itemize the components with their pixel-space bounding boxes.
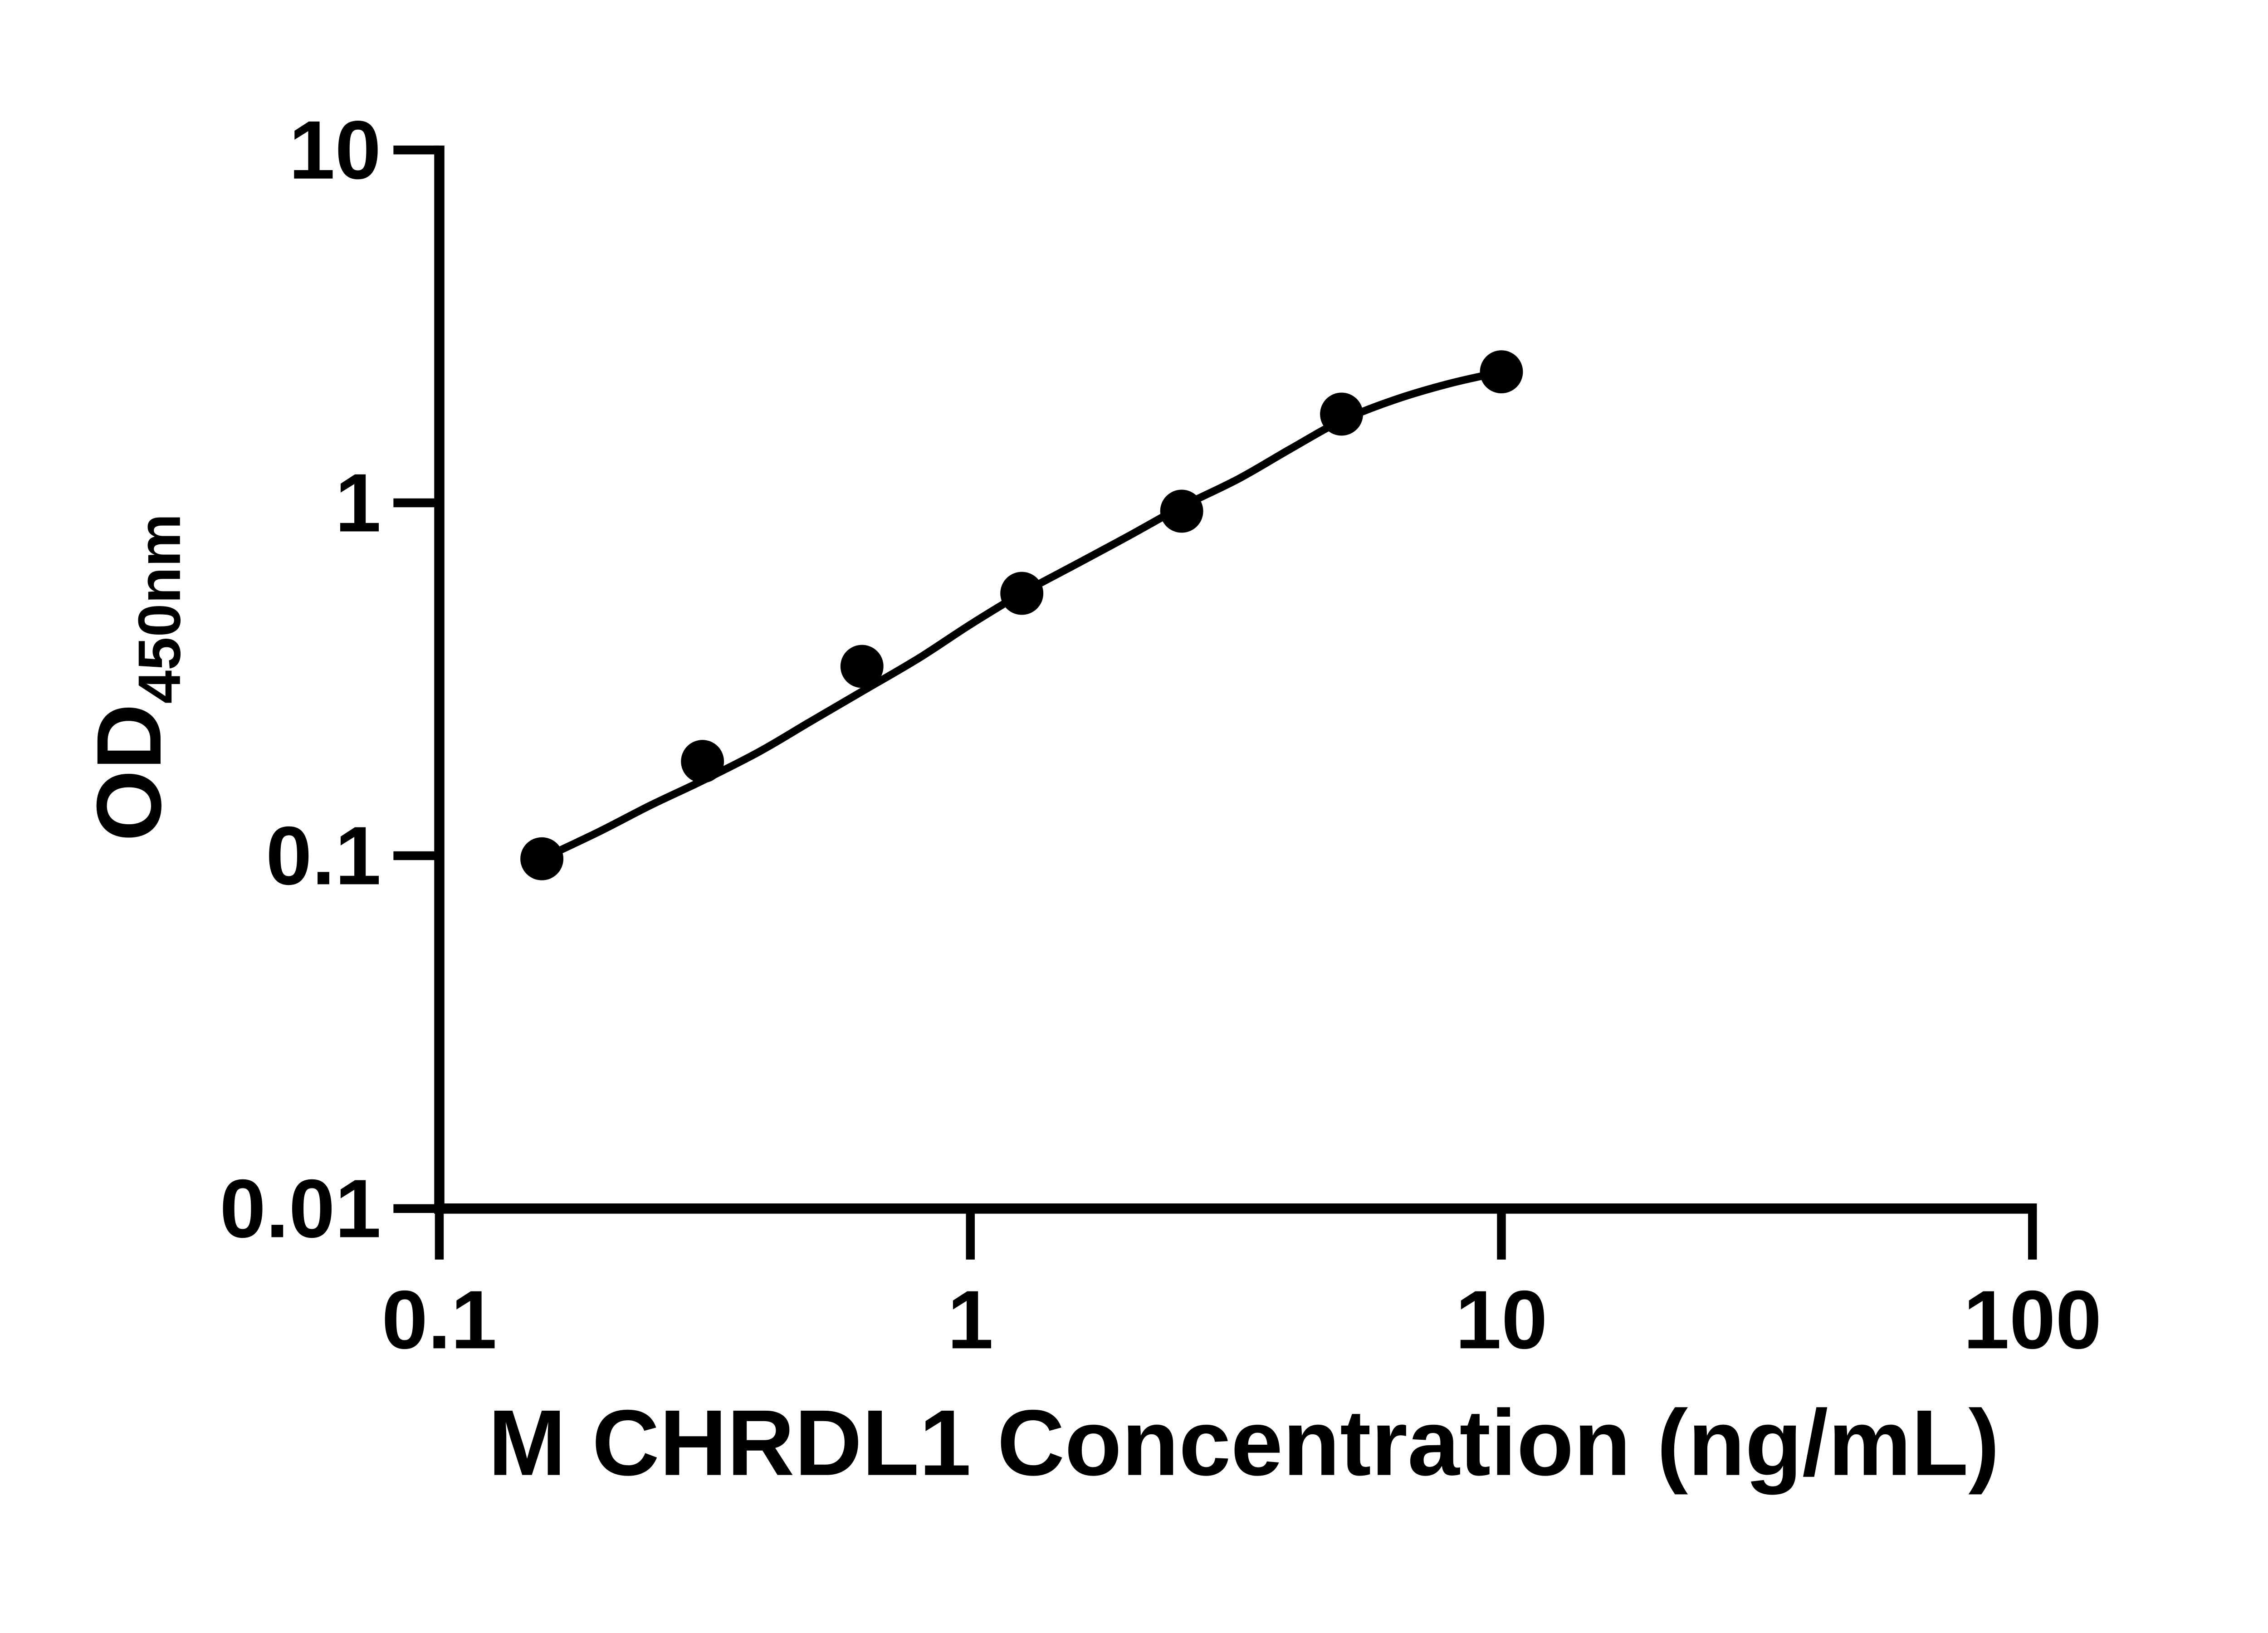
data-point [840,645,884,688]
data-point [1160,489,1203,533]
y-tick-label: 1 [335,457,381,549]
data-point [681,740,724,783]
x-tick-label: 10 [1455,1273,1547,1366]
points-layer [520,350,1523,880]
y-tick-label: 10 [289,104,381,196]
data-point [1000,572,1044,615]
curve-layer [538,368,1505,863]
data-point [1320,392,1364,436]
y-tick-label: 0.1 [266,809,381,902]
y-tick-label: 0.01 [220,1162,381,1255]
y-axis-title: OD450nm [78,513,193,841]
elisa-standard-curve-figure: 0.01 0.1 1 10 0.1 1 10 100 M CHRDL1 Concentrati… [77,103,2102,1495]
data-point [1480,350,1523,394]
y-axis-title-subscript: 450nm [126,513,193,704]
fit-curve [538,368,1505,863]
axes-layer [434,145,2037,1214]
y-axis-title-base: OD [78,704,180,841]
x-tick-label: 1 [947,1273,993,1366]
data-point [520,837,564,880]
x-tick-label: 100 [1963,1273,2102,1366]
x-tick-label: 0.1 [381,1273,497,1366]
x-axis-title: M CHRDL1 Concentration (ng/mL) [488,1390,1999,1495]
